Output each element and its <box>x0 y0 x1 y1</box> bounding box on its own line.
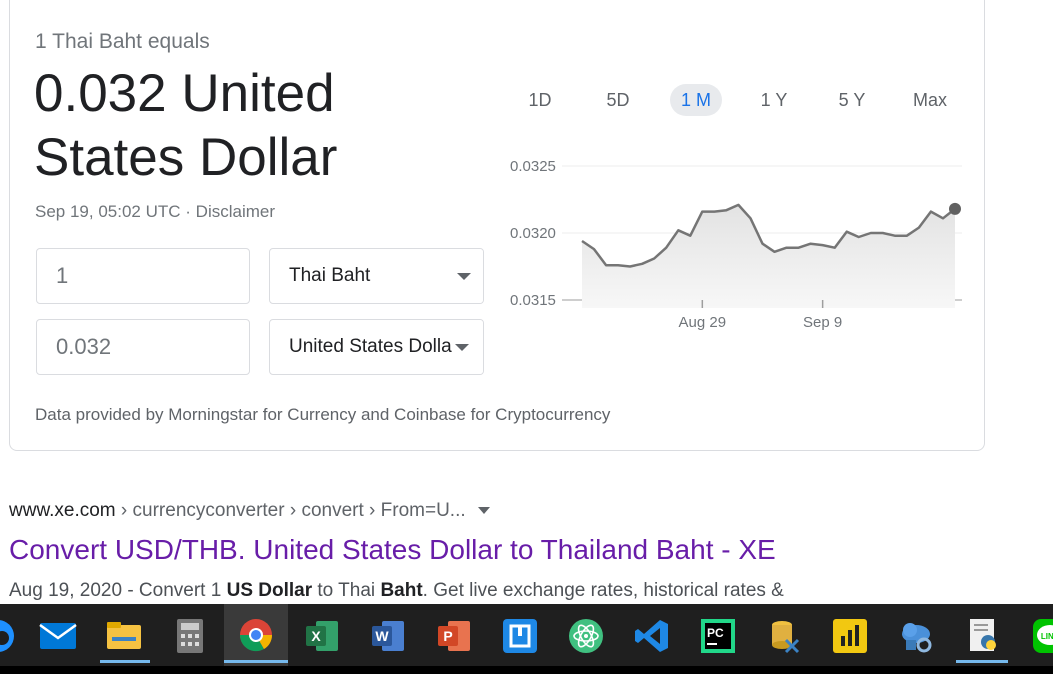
workflow-icon[interactable] <box>498 614 542 658</box>
snippet-text: - Convert 1 <box>122 580 227 601</box>
from-amount-input[interactable]: 1 <box>36 248 250 304</box>
range-tab-1d[interactable]: 1D <box>528 90 552 110</box>
range-tab-1m[interactable]: 1 M <box>670 84 722 116</box>
file-explorer-icon[interactable] <box>102 614 146 658</box>
x-tick-label: Aug 29 <box>679 314 727 331</box>
powerpoint-letter: P <box>443 628 452 644</box>
pycharm-icon[interactable]: PC <box>696 614 740 658</box>
range-tab-5y[interactable]: 5 Y <box>838 90 866 110</box>
to-currency-select[interactable]: United States Dolla <box>269 319 484 375</box>
last-point-marker <box>949 202 961 215</box>
range-tab-1y[interactable]: 1 Y <box>760 90 788 110</box>
line-icon[interactable]: LINE <box>1028 614 1053 658</box>
conversion-result: 0.032 United States Dollar <box>34 64 338 187</box>
edge-icon[interactable] <box>0 614 20 658</box>
atom-icon[interactable] <box>564 614 608 658</box>
power-bi-icon[interactable] <box>828 614 872 658</box>
result-date: Aug 19, 2020 <box>9 580 123 601</box>
word-icon[interactable]: W <box>366 614 410 658</box>
result-path: › currencyconverter › convert › From=U..… <box>115 500 466 521</box>
result-breadcrumb: www.xe.com › currencyconverter › convert… <box>9 500 490 522</box>
y-tick-label: 0.0320 <box>510 225 556 242</box>
result-snippet: Aug 19, 2020 - Convert 1 US Dollar to Th… <box>9 580 784 602</box>
excel-letter: X <box>311 628 321 644</box>
disclaimer-link[interactable]: Disclaimer <box>195 202 276 221</box>
converter-equals-label: 1 Thai Baht equals <box>35 30 210 53</box>
x-tick-label: Sep 9 <box>803 314 842 331</box>
python-file-icon[interactable] <box>962 614 1006 658</box>
snippet-text: . Get live exchange rates, historical ra… <box>422 580 784 601</box>
separator-dot: · <box>185 202 191 221</box>
to-currency-value: United States Dolla <box>289 336 452 357</box>
currency-converter-card <box>9 0 985 451</box>
chevron-down-icon <box>455 344 469 351</box>
from-currency-select[interactable]: Thai Baht <box>269 248 484 304</box>
timestamp-line: Sep 19, 05:02 UTC · Disclaimer <box>35 202 275 222</box>
database-tool-icon[interactable] <box>762 614 806 658</box>
vscode-icon[interactable] <box>630 614 674 658</box>
to-amount-input[interactable]: 0.032 <box>36 319 250 375</box>
area-fill <box>582 204 955 308</box>
line-letters: LINE <box>1041 632 1053 641</box>
chevron-down-icon <box>457 273 471 280</box>
powerpoint-icon[interactable]: P <box>432 614 476 658</box>
from-currency-value: Thai Baht <box>289 265 371 286</box>
result-domain: www.xe.com <box>9 500 116 521</box>
calculator-icon[interactable] <box>168 614 212 658</box>
snippet-bold: Baht <box>380 580 423 601</box>
range-tab-max[interactable]: Max <box>912 90 947 110</box>
series-line <box>581 203 956 268</box>
pycharm-letters: PC <box>707 626 724 640</box>
y-tick-label: 0.0325 <box>510 158 556 175</box>
caret-down-icon[interactable] <box>477 507 490 515</box>
exchange-rate-chart[interactable]: 0.0325 0.0320 0.0315 Aug 29 Sep 9 <box>500 150 970 340</box>
range-tab-5d[interactable]: 5D <box>606 90 630 110</box>
data-source-note: Data provided by Morningstar for Currenc… <box>35 405 611 424</box>
snippet-text: to Thai <box>312 580 381 601</box>
y-tick-label: 0.0315 <box>510 292 556 309</box>
excel-icon[interactable]: X <box>300 614 344 658</box>
taskbar: X W P PC LINE <box>0 604 1053 674</box>
cloud-tool-icon[interactable] <box>894 614 938 658</box>
mail-icon[interactable] <box>36 614 80 658</box>
snippet-bold: US Dollar <box>226 580 313 601</box>
chrome-icon[interactable] <box>224 604 288 666</box>
word-letter: W <box>375 628 389 644</box>
timestamp: Sep 19, 05:02 UTC <box>35 202 181 221</box>
result-title-link[interactable]: Convert USD/THB. United States Dollar to… <box>9 534 776 565</box>
